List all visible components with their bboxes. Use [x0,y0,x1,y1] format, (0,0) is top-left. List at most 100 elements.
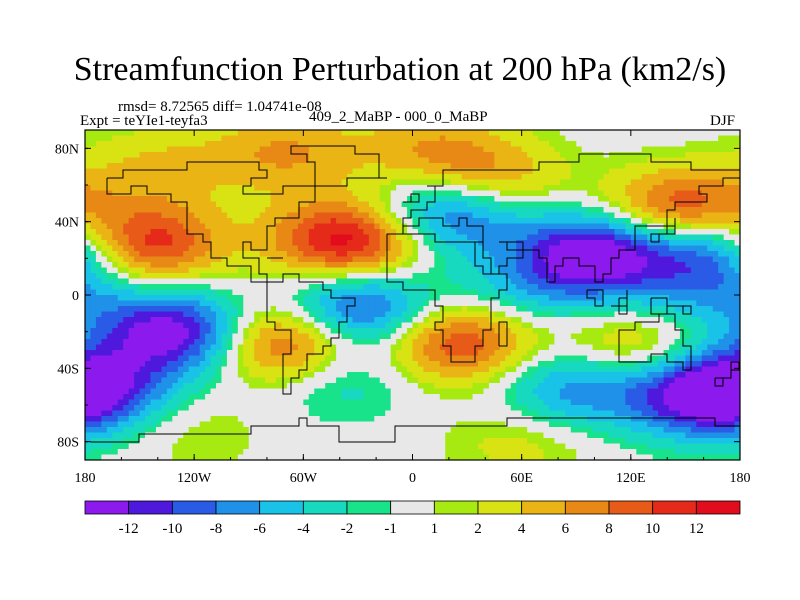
contour-cell [505,201,512,208]
contour-cell [663,201,670,208]
contour-cell [614,196,621,203]
contour-cell [598,168,605,175]
contour-cell [527,339,534,346]
contour-cell [488,256,495,263]
contour-cell [341,256,348,263]
contour-cell [521,333,528,340]
contour-cell [188,135,195,142]
contour-cell [401,185,408,192]
contour-cell [374,262,381,269]
contour-cell [161,212,168,219]
contour-cell [259,207,266,214]
contour-cell [363,355,370,362]
contour-cell [603,207,610,214]
contour-cell [106,333,113,340]
contour-cell [729,212,736,219]
contour-cell [363,350,370,357]
contour-cell [177,196,184,203]
contour-cell [701,240,708,247]
contour-cell [330,267,337,274]
contour-cell [690,190,697,197]
contour-cell [379,146,386,153]
contour-cell [543,163,550,170]
contour-cell [548,344,556,351]
contour-cell [494,256,501,263]
contour-cell [232,157,239,164]
contour-cell [357,322,364,329]
contour-cell [216,328,223,335]
contour-cell [216,322,223,329]
contour-cell [145,317,152,324]
contour-cell [363,174,370,181]
contour-cell [478,174,485,181]
contour-cell [609,317,616,324]
contour-cell [95,256,102,263]
contour-cell [690,317,697,324]
contour-cell [734,267,740,274]
contour-cell [117,141,124,148]
contour-cell [445,273,452,280]
contour-cell [226,344,233,351]
contour-cell [330,212,337,219]
contour-cell [265,201,272,208]
contour-cell [467,328,474,335]
contour-cell [707,141,714,148]
contour-cell [407,196,414,203]
contour-cell [286,207,294,214]
contour-cell [696,174,703,181]
contour-cell [396,267,403,274]
contour-cell [112,240,119,247]
contour-cell [565,163,572,170]
contour-cell [368,240,375,247]
contour-cell [478,278,485,285]
contour-cell [396,240,403,247]
contour-cell [548,251,556,258]
contour-cell [609,278,616,285]
contour-cell [630,229,637,236]
contour-cell [543,240,550,247]
contour-cell [276,174,283,181]
contour-cell [357,207,364,214]
contour-cell [396,130,403,137]
contour-cell [439,163,446,170]
contour-cell [145,135,152,142]
contour-cell [347,278,354,285]
contour-cell [314,273,321,280]
contour-cell [587,179,594,186]
contour-cell [603,163,610,170]
contour-cell [150,135,157,142]
contour-cell [161,278,168,285]
contour-cell [729,179,736,186]
contour-cell [505,163,512,170]
contour-cell [625,344,632,351]
contour-cell [609,168,616,175]
contour-cell [101,185,108,192]
contour-cell [128,179,135,186]
contour-cell [363,311,370,318]
contour-cell [554,245,561,252]
contour-cell [95,289,102,296]
contour-cell [112,141,119,148]
contour-cell [636,328,643,335]
contour-cell [390,207,397,214]
contour-cell [652,245,659,252]
contour-cell [101,234,108,241]
contour-cell [516,251,523,258]
contour-cell [494,262,501,269]
contour-cell [434,339,441,346]
contour-cell [669,278,676,285]
contour-cell [521,168,528,175]
contour-cell [243,251,250,258]
contour-cell [538,256,545,263]
contour-cell [412,179,419,186]
contour-cell [237,306,244,313]
contour-cell [674,163,681,170]
contour-cell [188,300,195,307]
contour-cell [265,322,272,329]
contour-cell [423,146,430,153]
contour-cell [145,251,152,258]
contour-cell [292,229,299,236]
contour-cell [205,141,212,148]
contour-cell [527,190,534,197]
contour-cell [483,339,490,346]
